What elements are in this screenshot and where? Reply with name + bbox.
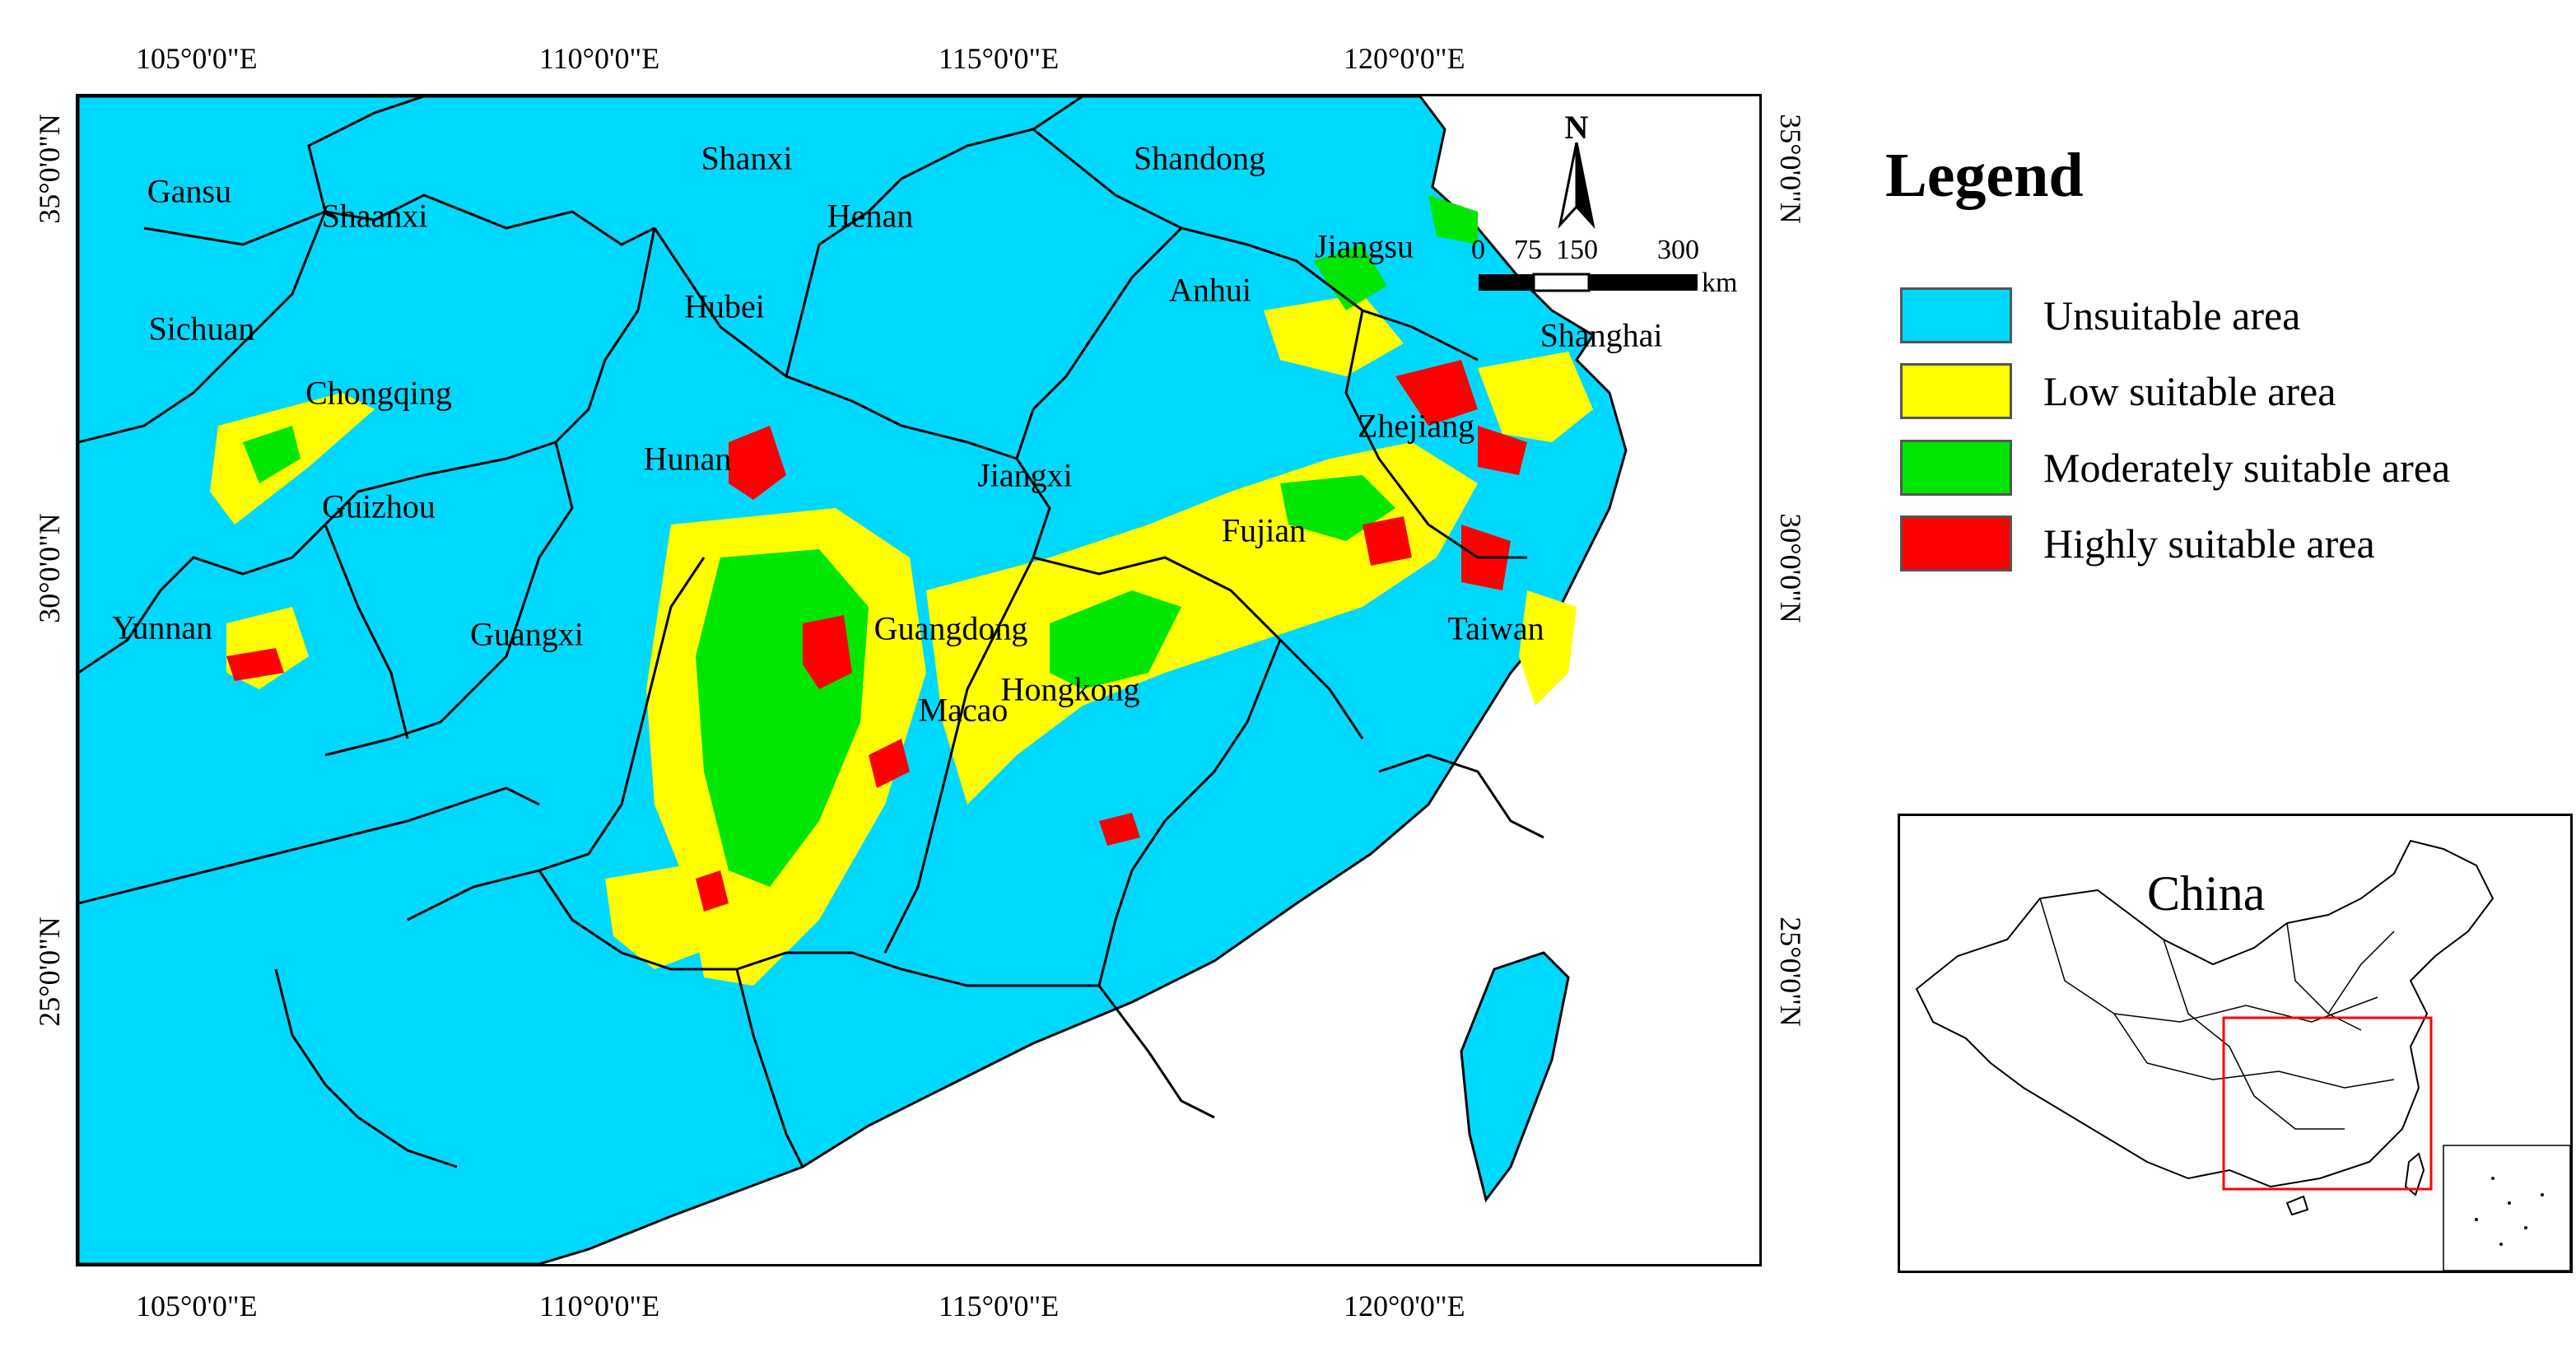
legend-label-high: Highly suitable area [2043,520,2375,567]
north-arrow: N [1544,108,1609,231]
province-label-taiwan: Taiwan [1447,609,1544,647]
province-label-shaanxi: Shaanxi [321,197,428,235]
scale-tick-150: 150 [1556,235,1598,265]
map-frame: Gansu Shaanxi Shanxi Henan Shandong Jian… [76,94,1762,1266]
study-area-map [78,96,1628,1264]
province-label-zhejiang: Zhejiang [1357,407,1475,445]
province-label-hunan: Hunan [643,440,732,478]
lon-top-110: 110°0'0"E [539,42,660,75]
province-label-hongkong: Hongkong [1000,670,1140,708]
legend-swatch-unsuitable [1900,287,2012,343]
province-label-macao: Macao [918,691,1009,729]
lat-left-35: 35°0'0"N [33,114,66,224]
lat-right-35: 35°0'0"N [1774,114,1807,224]
province-label-shanghai: Shanghai [1540,316,1663,354]
province-label-guizhou: Guizhou [322,487,436,525]
inset-china-outline [1915,839,2570,1271]
inset-map-frame: China [1898,814,2573,1273]
legend-label-moderate: Moderately suitable area [2043,445,2451,491]
lat-right-25: 25°0'0"N [1774,917,1807,1027]
province-label-shanxi: Shanxi [701,139,793,177]
scale-tick-300: 300 [1657,235,1699,265]
lon-top-115: 115°0'0"E [939,42,1060,75]
moderate-suitable-areas [243,195,1478,887]
lat-right-30: 30°0'0"N [1774,513,1807,623]
lon-top-120: 120°0'0"E [1344,42,1465,75]
legend-title: Legend [1885,141,2084,210]
inset-south-china-sea-box [2443,1145,2570,1271]
lon-bottom-120: 120°0'0"E [1344,1290,1465,1322]
scale-bar-graphic [1479,273,1698,292]
province-label-fujian: Fujian [1221,511,1307,549]
lon-bottom-110: 110°0'0"E [539,1290,660,1322]
scale-bar: 0 75 150 300 km [1471,226,1749,309]
high-suitable-areas [226,360,1527,912]
province-label-sichuan: Sichuan [148,310,255,347]
province-label-henan: Henan [827,197,914,235]
province-label-shandong: Shandong [1134,139,1265,177]
lat-left-30: 30°0'0"N [33,513,66,623]
lat-left-25: 25°0'0"N [33,917,66,1027]
province-label-hubei: Hubei [684,287,765,325]
inset-study-area-box [2222,1016,2433,1191]
province-boundaries [78,96,1544,1168]
legend-swatch-high [1900,515,2012,571]
legend-label-low: Low suitable area [2043,368,2336,414]
province-label-chongqing: Chongqing [305,374,452,412]
scale-unit: km [1702,268,1738,298]
lon-bottom-115: 115°0'0"E [939,1290,1060,1322]
taiwan-island [1460,951,1570,1203]
inset-label-china: China [2147,866,2266,921]
legend-item-low: Low suitable area [1900,360,2336,422]
province-label-guangdong: Guangdong [873,609,1028,647]
legend-swatch-low [1900,363,2012,419]
lon-top-105: 105°0'0"E [136,42,258,75]
legend-item-unsuitable: Unsuitable area [1900,284,2300,347]
legend-item-high: Highly suitable area [1900,512,2375,575]
lon-bottom-105: 105°0'0"E [136,1290,258,1322]
legend-label-unsuitable: Unsuitable area [2043,292,2301,338]
scale-tick-0: 0 [1471,235,1485,265]
province-label-jiangxi: Jiangxi [977,456,1073,494]
north-arrow-label: N [1564,109,1589,146]
legend-swatch-moderate [1900,440,2012,496]
scale-tick-75: 75 [1514,235,1542,265]
north-arrow-icon [1558,142,1595,230]
province-label-yunnan: Yunnan [111,609,213,646]
legend-item-moderate: Moderately suitable area [1900,436,2450,499]
province-label-anhui: Anhui [1169,271,1251,309]
province-label-jiangsu: Jiangsu [1315,227,1414,265]
province-label-gansu: Gansu [147,172,232,210]
province-label-guangxi: Guangxi [470,615,584,653]
